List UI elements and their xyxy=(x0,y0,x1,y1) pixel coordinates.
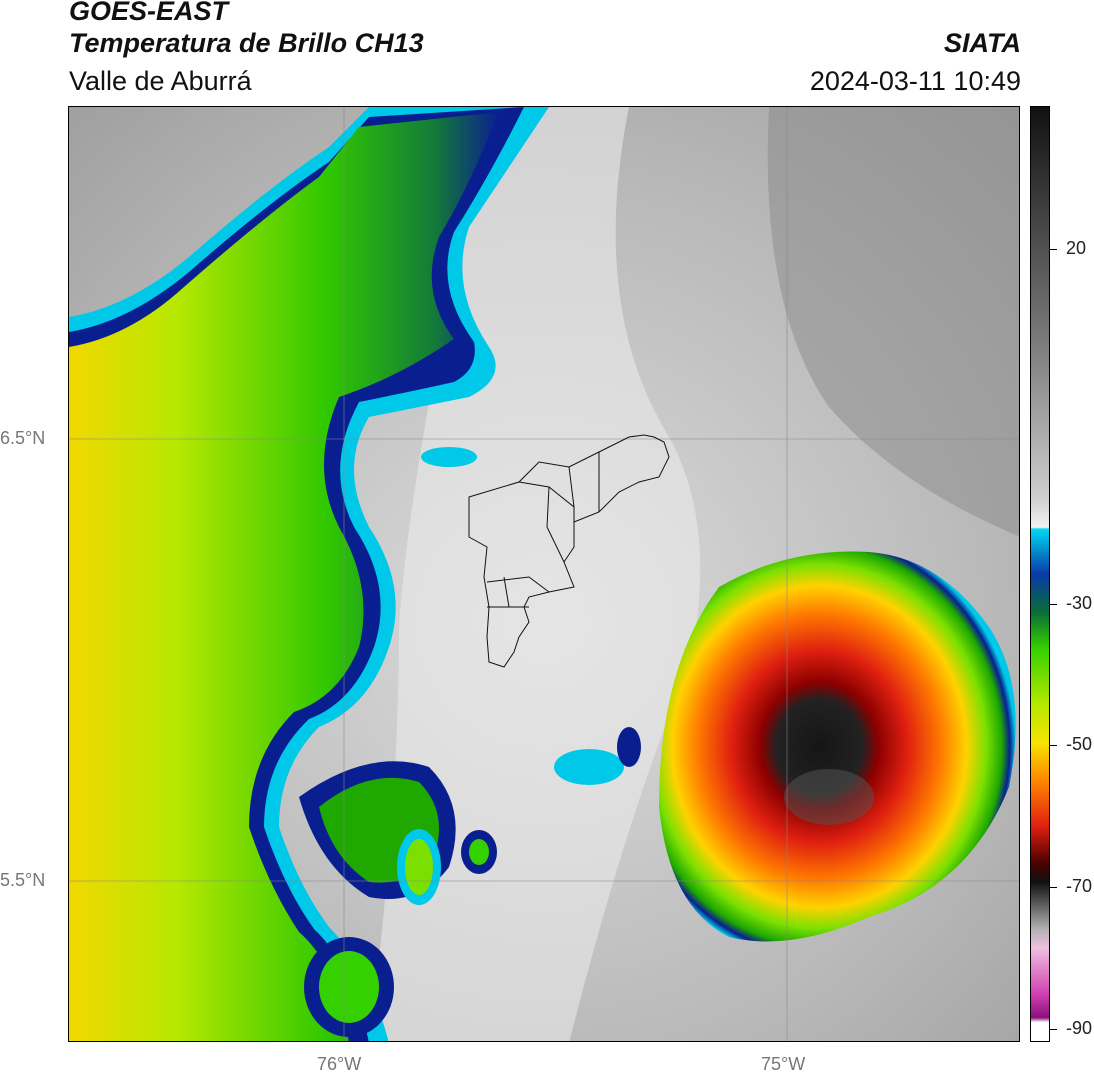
lon-label-76w: 76°W xyxy=(317,1054,362,1074)
satellite-title: GOES-EAST xyxy=(69,0,229,26)
datetime-label: 2024-03-11 10:49 xyxy=(809,66,1021,96)
colorbar-label-minus50: -50 xyxy=(1066,734,1093,754)
colorbar-label-minus30: -30 xyxy=(1066,593,1093,613)
colorbar xyxy=(1030,106,1050,1042)
colorbar-label-minus70: -70 xyxy=(1066,876,1093,896)
colorbar-tick xyxy=(1050,887,1057,888)
colorbar-label-minus90: -90 xyxy=(1066,1018,1093,1038)
municipal-boundaries xyxy=(468,434,670,668)
satellite-map[interactable] xyxy=(68,106,1020,1042)
lat-label-5-5: 5.5°N xyxy=(0,870,46,890)
gridlines xyxy=(69,107,1019,1041)
colorbar-tick xyxy=(1050,745,1057,746)
west-cloud-core xyxy=(69,112,499,1041)
product-title: Temperatura de Brillo CH13 xyxy=(69,28,424,58)
org-label: SIATA xyxy=(944,28,1021,58)
lon-label-75w: 75°W xyxy=(761,1054,806,1074)
colorbar-label-20: 20 xyxy=(1066,238,1087,258)
storm-cell xyxy=(659,551,1016,942)
colorbar-tick xyxy=(1050,604,1057,605)
region-subtitle: Valle de Aburrá xyxy=(69,66,252,96)
colorbar-tick xyxy=(1050,249,1057,250)
colorbar-tick xyxy=(1050,1029,1057,1030)
lat-label-6-5: 6.5°N xyxy=(0,428,46,448)
